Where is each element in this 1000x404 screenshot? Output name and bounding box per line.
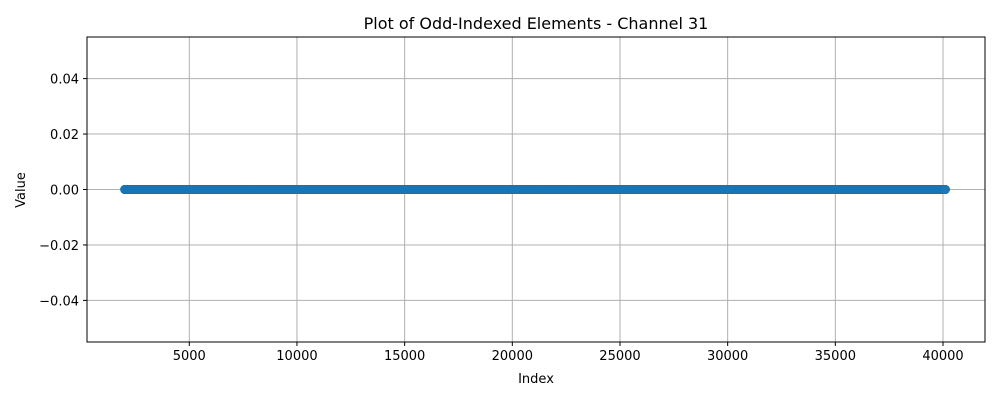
data-series [120, 185, 950, 194]
